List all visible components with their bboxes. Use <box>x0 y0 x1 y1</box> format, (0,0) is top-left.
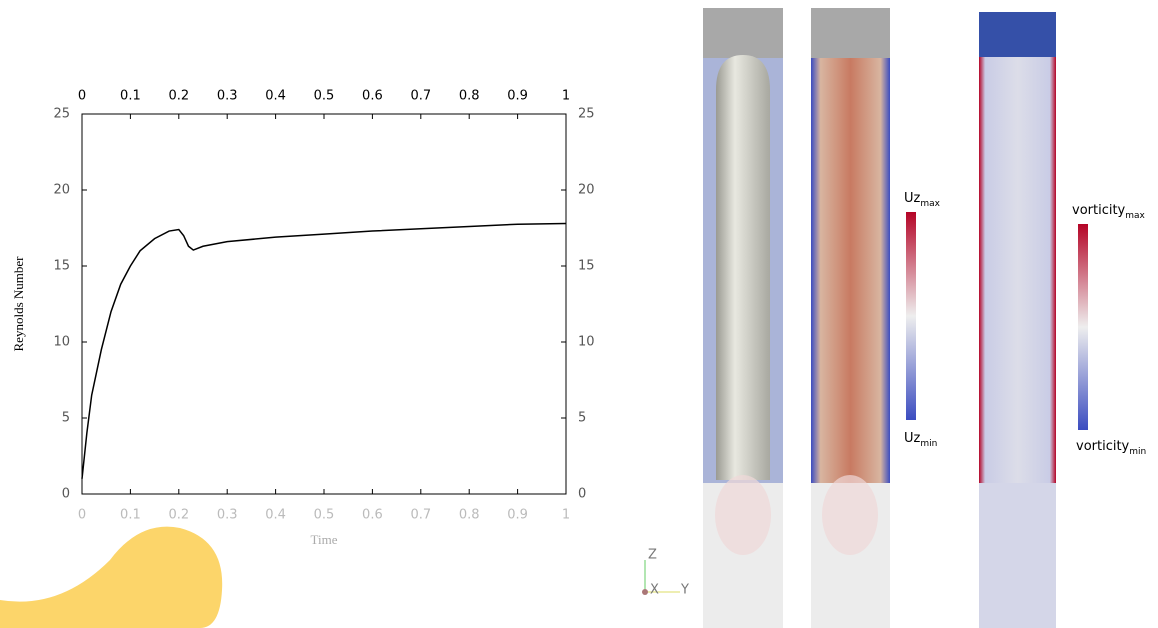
x-tick-label: 0.5 <box>314 89 335 104</box>
axis-x: X <box>650 583 659 598</box>
x-tick-label: 0.1 <box>120 508 141 523</box>
colorbar <box>1078 224 1088 430</box>
colorbar-min-label: Uzmin <box>904 431 937 449</box>
y-tick-label: 20 <box>53 183 70 198</box>
x-tick-label: 0.3 <box>217 89 238 104</box>
y-tick-label: 0 <box>578 487 586 502</box>
x-tick-label: 0 <box>78 508 86 523</box>
y-tick-label: 25 <box>53 107 70 122</box>
x-tick-label: 0.7 <box>410 89 431 104</box>
x-tick-label: 0.9 <box>507 89 528 104</box>
x-tick-label: 0.4 <box>265 89 286 104</box>
x-tick-label: 0.4 <box>265 508 286 523</box>
x-tick-label: 0.9 <box>507 508 528 523</box>
colorbar-max-label: vorticitymax <box>1072 203 1146 221</box>
x-tick-label: 0.5 <box>314 508 335 523</box>
x-axis-label: Time <box>311 532 338 547</box>
x-tick-label: 0.2 <box>168 89 189 104</box>
y-tick-label: 20 <box>578 183 595 198</box>
x-tick-label: 0.1 <box>120 89 141 104</box>
line-series <box>81 222 567 479</box>
y-tick-label: 10 <box>578 335 595 350</box>
x-tick-label: 0.6 <box>362 508 383 523</box>
plot-frame <box>81 113 567 495</box>
axis-z: Z <box>648 548 657 563</box>
x-tick-label: 0.8 <box>459 508 480 523</box>
x-tick-label: 1 <box>562 508 570 523</box>
y-tick-label: 10 <box>53 335 70 350</box>
x-tick-label: 0 <box>78 89 86 104</box>
y-tick-label: 5 <box>62 411 70 426</box>
x-tick-label: 0.6 <box>362 89 383 104</box>
y-tick-label: 0 <box>62 487 70 502</box>
sim-panel-3 <box>979 12 1056 628</box>
y-tick-label: 5 <box>578 411 586 426</box>
x-tick-label: 1 <box>562 89 570 104</box>
sim-panel-1 <box>703 8 783 628</box>
y-tick-label: 15 <box>53 259 70 274</box>
x-tick-label: 0.2 <box>168 508 189 523</box>
colorbar <box>906 212 916 420</box>
x-tick-label: 0.8 <box>459 89 480 104</box>
x-tick-label: 0.3 <box>217 508 238 523</box>
colorbar-max-label: Uzmax <box>904 191 941 209</box>
axis-y: Y <box>680 583 689 598</box>
y-axis-label: Reynolds Number <box>11 256 26 352</box>
colorbar-min-label: vorticitymin <box>1076 439 1146 457</box>
decor-blob <box>0 526 223 628</box>
y-tick-label: 15 <box>578 259 595 274</box>
x-tick-label: 0.7 <box>410 508 431 523</box>
chart: Time Reynolds Number 000.10.10.20.20.30.… <box>11 89 595 547</box>
axes-triad: Z X Y <box>642 548 689 598</box>
sim-panel-2 <box>811 8 890 628</box>
y-tick-label: 25 <box>578 107 595 122</box>
